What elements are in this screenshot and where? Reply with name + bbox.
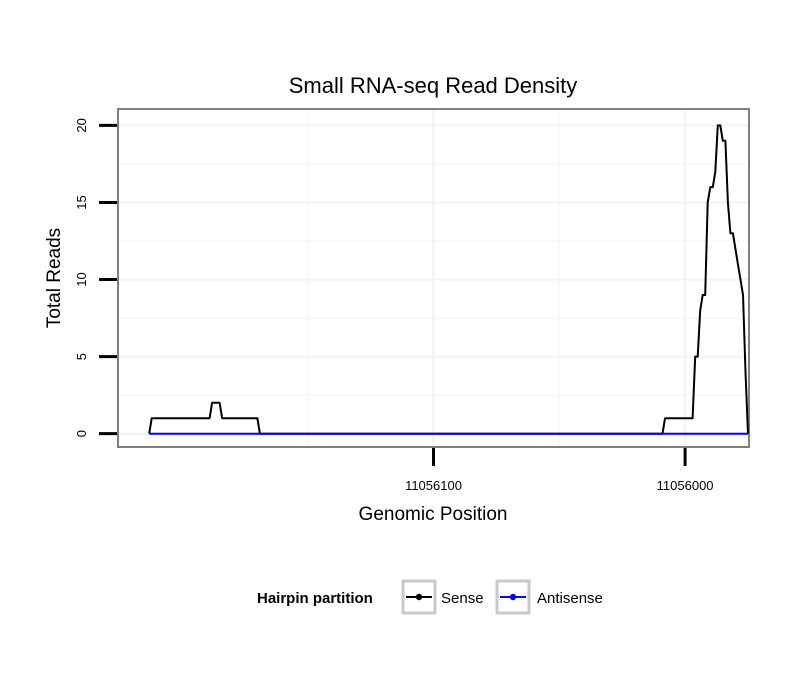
legend-label-antisense: Antisense <box>537 590 603 607</box>
y-tick-label: 20 <box>74 118 89 132</box>
legend-key-sense-point <box>415 593 423 601</box>
y-tick-label: 15 <box>74 195 89 209</box>
legend: Hairpin partition Sense Antisense <box>257 579 603 615</box>
y-axis-label: Total Reads <box>44 228 65 328</box>
plot-panel-border <box>117 108 750 448</box>
legend-label-sense: Sense <box>441 590 484 607</box>
x-tick-label: 11056100 <box>405 478 462 493</box>
series-lines <box>148 124 749 435</box>
legend-key-antisense-box <box>495 579 531 615</box>
legend-key-antisense-point <box>509 593 517 601</box>
legend-title: Hairpin partition <box>257 590 373 607</box>
axis-ticks: 0 5 10 15 20 11056100 11056000 <box>74 118 714 493</box>
y-tick-label: 5 <box>74 353 89 360</box>
grid-lines <box>119 110 748 446</box>
x-axis-label: Genomic Position <box>359 504 508 525</box>
series-sense-line <box>148 124 749 435</box>
y-tick-label: 10 <box>74 272 89 286</box>
y-tick-label: 0 <box>74 430 89 437</box>
legend-key-sense-box <box>401 579 437 615</box>
x-tick-label: 11056000 <box>657 478 714 493</box>
chart-title: Small RNA-seq Read Density <box>289 73 578 98</box>
